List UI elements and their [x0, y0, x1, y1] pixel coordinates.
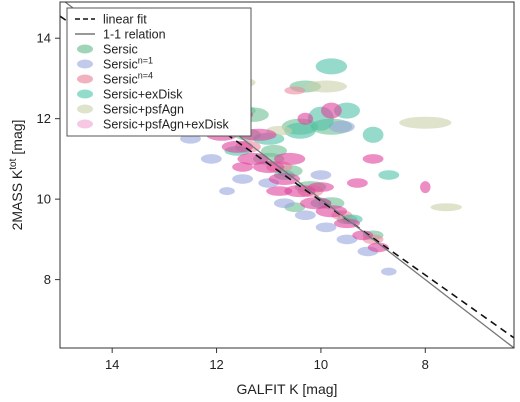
legend-marker-swatch: [77, 59, 93, 69]
data-point: [219, 187, 235, 196]
data-point: [399, 116, 452, 129]
legend-entry-base: linear fit: [103, 13, 147, 27]
legend-entry-sup: n=1: [138, 56, 153, 66]
legend-entry-base: Sersic: [103, 73, 138, 87]
legend-entry-label: Sersic+psfAgn: [103, 103, 184, 117]
legend-marker-swatch: [77, 74, 93, 84]
legend-marker-swatch: [77, 104, 93, 114]
data-point: [200, 154, 222, 164]
y-axis-label: 2MASS Ktot [mag]: [8, 120, 25, 231]
plot-frame: [59, 1, 515, 349]
data-point: [273, 152, 306, 165]
legend-entry-sup: n=4: [138, 71, 153, 81]
data-point: [221, 140, 254, 153]
data-point: [274, 198, 295, 208]
data-point: [315, 58, 348, 75]
data-point: [336, 234, 358, 245]
legend-entry-label: Sersic+psfAgn+exDisk: [103, 118, 230, 132]
data-point: [284, 86, 306, 95]
y-axis-label-main: 2MASS K: [9, 169, 25, 230]
x-tick-label: 10: [314, 357, 328, 372]
legend-marker-swatch: [77, 44, 93, 54]
data-point: [232, 174, 254, 184]
legend-entry-label: Sersicn=4: [103, 71, 153, 87]
data-point: [268, 173, 301, 185]
linear-fit-line: [60, 15, 514, 339]
data-point: [307, 182, 334, 192]
data-point: [266, 186, 293, 196]
y-axis-label-sup: tot: [8, 158, 19, 169]
legend-entry-base: Sersic: [103, 43, 138, 57]
y-tick-label: 10: [37, 192, 51, 207]
legend-entry-base: Sersic: [103, 58, 138, 72]
data-point: [420, 181, 431, 194]
legend-entry-label: Sersicn=1: [103, 56, 153, 72]
x-axis-label: GALFIT K [mag]: [237, 381, 338, 397]
data-point: [378, 170, 400, 180]
x-tick-label: 12: [209, 357, 223, 372]
data-point: [294, 210, 316, 220]
data-point: [284, 122, 316, 139]
data-point: [328, 120, 355, 133]
y-axis-ticks: 8 10 12 14: [37, 31, 60, 287]
legend-marker-swatch: [77, 119, 93, 129]
data-point: [362, 154, 384, 164]
data-point: [347, 178, 368, 188]
data-point: [334, 102, 360, 119]
legend-entry-label: 1-1 relation: [103, 28, 166, 42]
x-axis-ticks: 14 12 10 8: [105, 348, 429, 372]
y-tick-label: 14: [37, 31, 51, 46]
data-point: [352, 230, 374, 241]
legend-entry-label: Sersic+exDisk: [103, 88, 183, 102]
legend-entry-base: 1-1 relation: [103, 28, 166, 42]
data-point: [284, 185, 316, 198]
legend-box: [66, 7, 252, 137]
x-tick-label: 8: [422, 357, 429, 372]
legend-entry-label: linear fit: [103, 13, 147, 27]
y-tick-label: 12: [37, 111, 51, 126]
data-point: [232, 162, 254, 172]
data-point: [334, 218, 360, 229]
data-point: [305, 80, 347, 93]
data-point: [430, 203, 462, 212]
data-point: [297, 112, 314, 125]
data-point: [310, 170, 332, 180]
data-point: [362, 126, 384, 143]
x-tick-label: 14: [105, 357, 119, 372]
legend-entry-base: Sersic+exDisk: [103, 88, 183, 102]
legend-entry-base: Sersic+psfAgn+exDisk: [103, 118, 230, 132]
data-point: [315, 222, 337, 233]
legend-marker-swatch: [77, 89, 93, 99]
legend-entry-label: Sersic: [103, 43, 138, 57]
legend-entry-base: Sersic+psfAgn: [103, 103, 184, 117]
data-point: [321, 102, 342, 119]
y-tick-label: 8: [44, 272, 51, 287]
data-point: [261, 144, 287, 157]
y-axis-label-unit: [mag]: [9, 120, 25, 155]
data-point: [381, 267, 397, 276]
